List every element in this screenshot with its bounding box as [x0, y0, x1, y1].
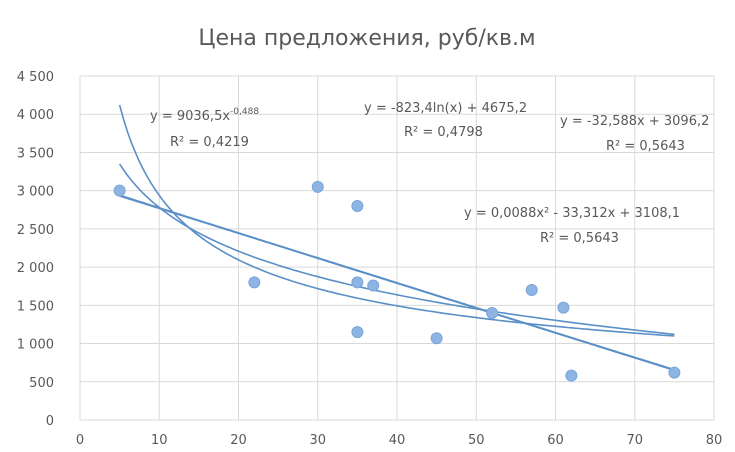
data-point	[351, 326, 364, 339]
r2-poly2: R² = 0,5643	[540, 231, 619, 246]
y-tick-label: 3 500	[17, 146, 54, 161]
trendlines	[118, 104, 675, 372]
data-point	[351, 276, 364, 289]
r2-linear: R² = 0,5643	[606, 139, 685, 154]
y-tick-label: 2 500	[17, 223, 54, 238]
y-tick-label: 0	[46, 414, 54, 429]
trend-equations: y = 9036,5x-0,488 R² = 0,4219 y = -823,4…	[150, 101, 709, 246]
equation-poly2: y = 0,0088x² - 33,312x + 3108,1	[464, 206, 680, 221]
y-tick-label: 3 000	[17, 185, 54, 200]
y-tick-label: 1 500	[17, 299, 54, 314]
equation-log: y = -823,4ln(x) + 4675,2	[364, 101, 527, 116]
x-tick-label: 30	[309, 433, 326, 448]
data-point	[557, 301, 570, 314]
y-tick-label: 500	[29, 376, 54, 391]
gridlines	[79, 75, 715, 421]
equation-linear: y = -32,588x + 3096,2	[560, 114, 709, 129]
equation-power: y = 9036,5x-0,488	[150, 107, 259, 124]
x-tick-label: 20	[230, 433, 247, 448]
y-tick-label: 4 500	[17, 70, 54, 85]
data-point	[525, 284, 538, 297]
trendline-log	[118, 163, 675, 336]
trendline-poly2	[119, 194, 675, 371]
data-point	[668, 366, 681, 379]
data-point	[311, 180, 324, 193]
data-point	[248, 276, 261, 289]
data-point	[351, 199, 364, 212]
data-point	[367, 279, 380, 292]
trendline-power	[118, 104, 675, 337]
x-tick-label: 0	[76, 433, 84, 448]
data-points	[113, 180, 681, 382]
x-tick-label: 10	[151, 433, 168, 448]
x-tick-label: 60	[547, 433, 564, 448]
r2-log: R² = 0,4798	[404, 125, 483, 140]
x-tick-label: 70	[626, 433, 643, 448]
x-tick-label: 40	[389, 433, 406, 448]
y-tick-label: 2 000	[17, 261, 54, 276]
data-point	[113, 184, 126, 197]
y-tick-label: 1 000	[17, 338, 54, 353]
x-tick-label: 50	[468, 433, 485, 448]
data-point	[565, 369, 578, 382]
y-tick-label: 4 000	[17, 108, 54, 123]
data-point	[486, 306, 499, 319]
chart-title: Цена предложения, руб/кв.м	[198, 26, 535, 51]
x-tick-label: 80	[706, 433, 723, 448]
data-point	[430, 332, 443, 345]
r2-power: R² = 0,4219	[170, 135, 249, 150]
